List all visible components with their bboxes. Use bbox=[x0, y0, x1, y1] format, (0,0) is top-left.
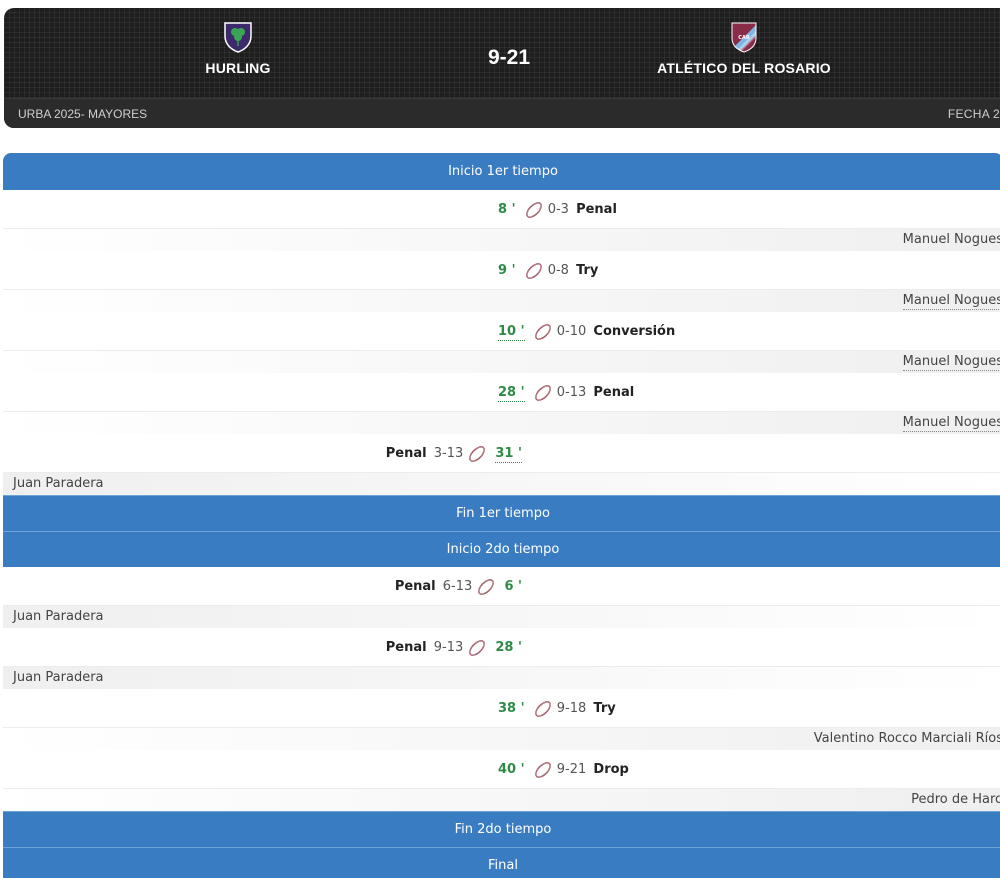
event-type: Penal bbox=[593, 385, 635, 400]
player-name[interactable]: Manuel Nogues bbox=[902, 292, 1000, 310]
match-header: HURLING 9-21 CAR ATLÉTICO DEL ROSARIO bbox=[4, 8, 1000, 128]
period-banner: Fin 2do tiempo bbox=[3, 811, 1000, 847]
event-partial-score: 9-18 bbox=[556, 701, 587, 716]
event-minute[interactable]: 8 ' bbox=[498, 202, 516, 217]
event-minute[interactable]: 10 ' bbox=[498, 324, 525, 341]
rugby-ball-icon bbox=[478, 578, 495, 595]
rugby-ball-icon bbox=[534, 384, 551, 401]
player-name[interactable]: Manuel Nogues bbox=[902, 353, 1000, 371]
event-row: 10 ' 0-10 Conversión bbox=[3, 312, 1000, 351]
away-team-name: ATLÉTICO DEL ROSARIO bbox=[657, 60, 831, 76]
event-row: Penal 6-13 6 ' bbox=[3, 567, 1000, 606]
event-row: 38 ' 9-18 Try bbox=[3, 689, 1000, 728]
event-player-row: Valentino Rocco Marciali Ríos bbox=[3, 728, 1000, 750]
rugby-ball-icon bbox=[534, 700, 551, 717]
event-row: Penal 3-13 31 ' bbox=[3, 434, 1000, 473]
period-banner: Fin 1er tiempo bbox=[3, 495, 1000, 531]
event-type: Penal bbox=[385, 640, 427, 655]
event-partial-score: 9-13 bbox=[433, 640, 464, 655]
home-team[interactable]: HURLING bbox=[118, 20, 358, 76]
event-type: Drop bbox=[593, 762, 629, 777]
player-name[interactable]: Juan Paradera bbox=[13, 476, 104, 491]
match-timeline: Inicio 1er tiempo 8 ' 0-3 Penal Manuel Nog… bbox=[3, 153, 1000, 878]
rugby-ball-icon bbox=[469, 445, 486, 462]
rugby-ball-icon bbox=[534, 761, 551, 778]
event-player-row: Manuel Nogues bbox=[3, 290, 1000, 312]
event-minute[interactable]: 31 ' bbox=[495, 446, 522, 463]
event-player-row: Manuel Nogues bbox=[3, 351, 1000, 373]
player-name[interactable]: Valentino Rocco Marciali Ríos bbox=[813, 731, 1000, 746]
home-score-event[interactable]: Penal 9-13 28 ' bbox=[386, 628, 522, 667]
event-type: Penal bbox=[385, 446, 427, 461]
away-score-event[interactable]: 10 ' 0-10 Conversión bbox=[498, 312, 675, 351]
event-partial-score: 6-13 bbox=[442, 579, 473, 594]
event-minute[interactable]: 6 ' bbox=[504, 579, 522, 594]
home-score-event[interactable]: Penal 6-13 6 ' bbox=[395, 567, 522, 606]
period-banner: Final bbox=[3, 847, 1000, 878]
league-label: URBA 2025- MAYORES bbox=[18, 107, 148, 121]
period-banner: Inicio 1er tiempo bbox=[3, 153, 1000, 190]
player-name[interactable]: Juan Paradera bbox=[13, 609, 104, 624]
away-score-event[interactable]: 28 ' 0-13 Penal bbox=[498, 373, 634, 412]
period-banner: Inicio 2do tiempo bbox=[3, 531, 1000, 567]
event-player-row: Juan Paradera bbox=[3, 667, 1000, 689]
rugby-ball-icon bbox=[525, 201, 542, 218]
home-score-event[interactable]: Penal 3-13 31 ' bbox=[386, 434, 522, 473]
match-header-top: HURLING 9-21 CAR ATLÉTICO DEL ROSARIO bbox=[4, 8, 1000, 98]
event-minute[interactable]: 38 ' bbox=[498, 701, 525, 716]
event-partial-score: 0-8 bbox=[547, 263, 569, 278]
away-team[interactable]: CAR ATLÉTICO DEL ROSARIO bbox=[624, 20, 864, 76]
event-row: 28 ' 0-13 Penal bbox=[3, 373, 1000, 412]
event-partial-score: 0-13 bbox=[556, 385, 587, 400]
match-info-bar: URBA 2025- MAYORES FECHA 2 bbox=[4, 98, 1000, 128]
event-minute[interactable]: 40 ' bbox=[498, 762, 525, 777]
round-label: FECHA 2 bbox=[947, 107, 1000, 121]
event-type: Conversión bbox=[593, 324, 676, 339]
player-name[interactable]: Manuel Nogues bbox=[902, 414, 1000, 432]
event-partial-score: 3-13 bbox=[433, 446, 464, 461]
player-name[interactable]: Pedro de Haro bbox=[911, 792, 1000, 807]
event-row: 40 ' 9-21 Drop bbox=[3, 750, 1000, 789]
event-type: Penal bbox=[394, 579, 436, 594]
car-shield-icon: CAR bbox=[731, 22, 757, 53]
event-minute[interactable]: 28 ' bbox=[495, 640, 522, 655]
event-player-row: Manuel Nogues bbox=[3, 229, 1000, 251]
away-score-event[interactable]: 40 ' 9-21 Drop bbox=[498, 750, 629, 789]
away-score-event[interactable]: 8 ' 0-3 Penal bbox=[498, 190, 617, 229]
event-player-row: Juan Paradera bbox=[3, 606, 1000, 628]
event-type: Try bbox=[576, 263, 599, 278]
event-type: Penal bbox=[576, 202, 617, 217]
event-minute[interactable]: 28 ' bbox=[498, 385, 525, 402]
event-partial-score: 0-3 bbox=[547, 202, 569, 217]
away-logo-letters: CAR bbox=[738, 35, 750, 41]
event-partial-score: 9-21 bbox=[556, 762, 587, 777]
event-player-row: Pedro de Haro bbox=[3, 789, 1000, 811]
home-team-name: HURLING bbox=[205, 60, 271, 76]
rugby-ball-icon bbox=[534, 323, 551, 340]
match-score: 9-21 bbox=[487, 46, 531, 69]
event-row: Penal 9-13 28 ' bbox=[3, 628, 1000, 667]
event-type: Try bbox=[593, 701, 616, 716]
shamrock-shield-icon bbox=[224, 22, 252, 53]
away-score-event[interactable]: 38 ' 9-18 Try bbox=[498, 689, 616, 728]
player-name[interactable]: Manuel Nogues bbox=[902, 232, 1000, 247]
rugby-ball-icon bbox=[469, 639, 486, 656]
rugby-ball-icon bbox=[525, 262, 542, 279]
player-name[interactable]: Juan Paradera bbox=[13, 670, 104, 685]
event-minute[interactable]: 9 ' bbox=[498, 263, 516, 278]
event-row: 8 ' 0-3 Penal bbox=[3, 190, 1000, 229]
event-partial-score: 0-10 bbox=[556, 324, 587, 339]
away-score-event[interactable]: 9 ' 0-8 Try bbox=[498, 251, 598, 290]
event-player-row: Juan Paradera bbox=[3, 473, 1000, 495]
event-player-row: Manuel Nogues bbox=[3, 412, 1000, 434]
event-row: 9 ' 0-8 Try bbox=[3, 251, 1000, 290]
